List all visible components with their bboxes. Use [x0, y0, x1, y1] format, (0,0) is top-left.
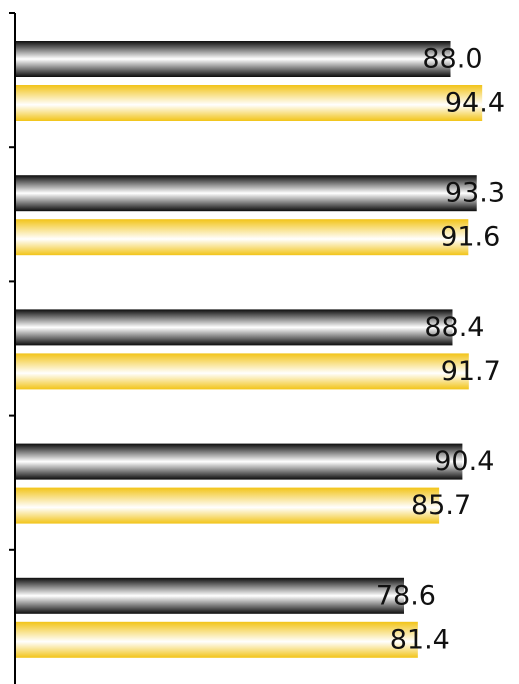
bar-series-1-group-0	[15, 85, 483, 121]
bar-series-0-group-3	[15, 443, 463, 480]
bar-series-0-group-4	[15, 577, 404, 614]
value-label-series-1-group-2: 91.7	[441, 356, 501, 387]
value-labels-layer: 88.0 94.4 93.3 91.6 88.4 91.7 90.4 85.7 78.6 81.4	[376, 44, 505, 656]
bar-series-1-group-4	[15, 621, 418, 658]
bar-series-1-group-1	[15, 219, 469, 256]
value-label-series-1-group-3: 85.7	[411, 490, 471, 521]
bar-series-1-group-3	[15, 487, 440, 524]
value-label-series-0-group-2: 88.4	[424, 312, 484, 343]
bar-series-1-group-2	[15, 353, 469, 390]
value-label-series-1-group-4: 81.4	[390, 624, 450, 655]
value-label-series-0-group-3: 90.4	[434, 446, 494, 477]
bars-layer	[15, 41, 483, 658]
value-label-series-0-group-0: 88.0	[422, 44, 482, 75]
value-label-series-0-group-4: 78.6	[376, 580, 436, 611]
bar-series-0-group-0	[15, 41, 451, 77]
bar-series-0-group-1	[15, 175, 477, 212]
value-label-series-0-group-1: 93.3	[445, 178, 505, 209]
y-axis	[9, 12, 16, 684]
bar-series-0-group-2	[15, 309, 453, 346]
value-label-series-1-group-0: 94.4	[445, 88, 505, 119]
value-label-series-1-group-1: 91.6	[440, 222, 500, 253]
